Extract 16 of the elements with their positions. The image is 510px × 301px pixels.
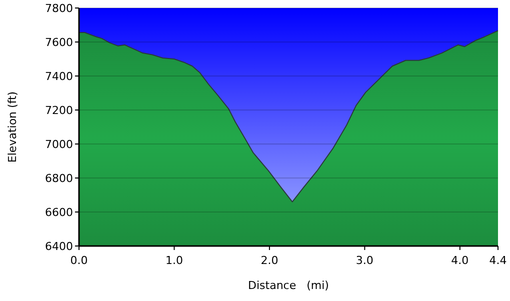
x-tick-label: 1.0 [165,254,183,267]
y-tick-label: 7200 [45,104,73,117]
x-tick-label: 0.0 [70,254,88,267]
y-tick-label: 7600 [45,36,73,49]
y-tick-label: 7400 [45,70,73,83]
x-axis-title: Distance (mi) [248,279,329,292]
x-tick-label: 3.0 [356,254,374,267]
y-tick-label: 7800 [45,2,73,15]
x-tick-label: 4.4 [489,254,507,267]
x-tick-label: 4.0 [451,254,469,267]
x-tick-label: 2.0 [260,254,278,267]
y-axis-title: Elevation (ft) [6,91,19,163]
y-tick-label: 6400 [45,240,73,253]
y-tick-label: 6600 [45,206,73,219]
y-tick-label: 7000 [45,138,73,151]
y-tick-label: 6800 [45,172,73,185]
